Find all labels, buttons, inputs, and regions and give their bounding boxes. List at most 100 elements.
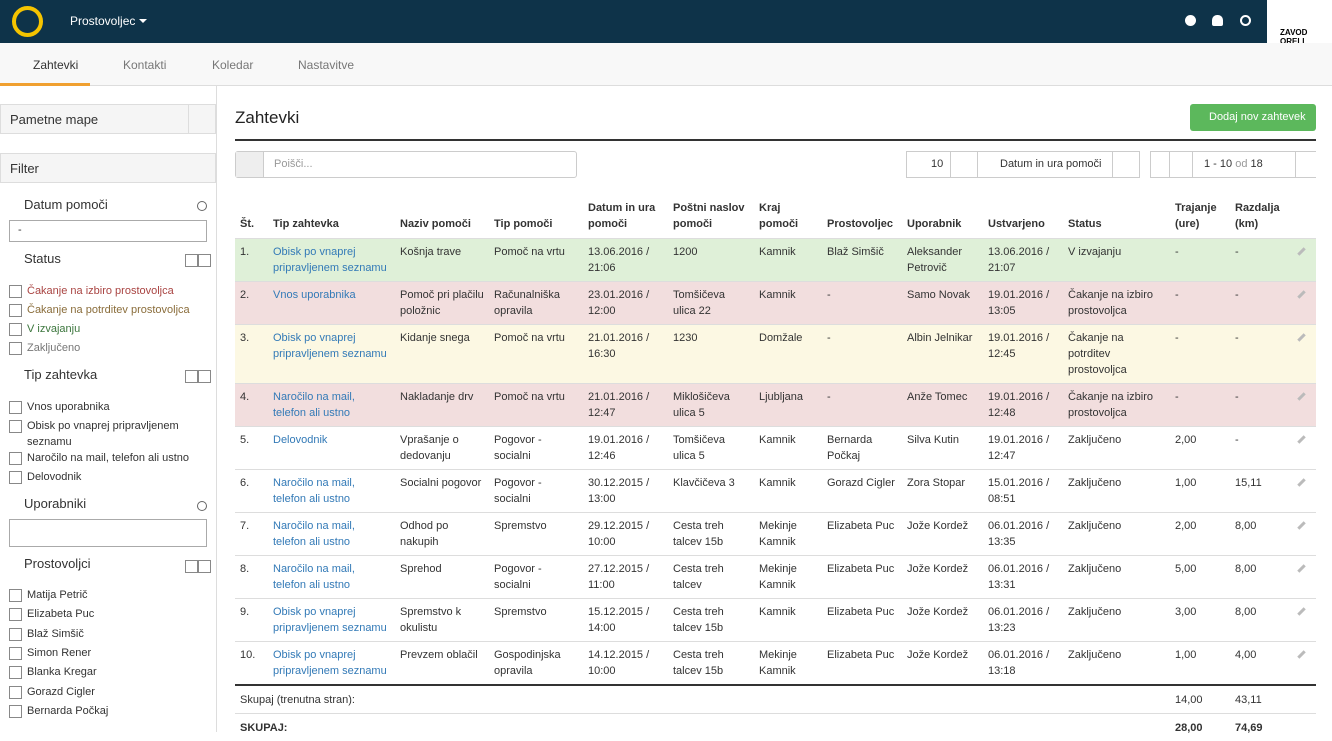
nav-tab[interactable]: Koledar — [212, 58, 253, 72]
column-header[interactable]: Datum in ura pomoči — [583, 200, 668, 239]
column-header[interactable]: Razdalja (km) — [1230, 200, 1288, 239]
clear-all[interactable] — [198, 252, 209, 263]
sort-button[interactable]: Datum in ura pomoči — [977, 151, 1113, 178]
volunteers-filter-title[interactable]: Prostovoljci — [24, 556, 90, 571]
settings-button[interactable] — [950, 151, 978, 178]
table-cell[interactable]: Naročilo na mail, telefon ali ustno — [268, 556, 395, 599]
table-cell[interactable]: Naročilo na mail, telefon ali ustno — [268, 513, 395, 556]
request-row[interactable]: 3.Obisk po vnaprej pripravljenem seznamu… — [235, 325, 1316, 384]
add-folder-button[interactable] — [188, 104, 216, 134]
column-header[interactable]: Tip pomoči — [489, 200, 583, 239]
clear-all[interactable] — [198, 368, 209, 379]
request-row[interactable]: 1.Obisk po vnaprej pripravljenem seznamu… — [235, 239, 1316, 282]
edit-cell — [1288, 427, 1316, 470]
volunteer-option[interactable]: Blaž Simšič — [9, 626, 209, 642]
request-row[interactable]: 9.Obisk po vnaprej pripravljenem seznamu… — [235, 599, 1316, 642]
logo[interactable] — [12, 6, 43, 37]
clear-all[interactable] — [198, 558, 209, 569]
table-cell[interactable]: Obisk po vnaprej pripravljenem seznamu — [268, 325, 395, 384]
column-header[interactable]: Status — [1063, 200, 1170, 239]
edit-icon[interactable] — [1297, 650, 1305, 658]
subtotal-distance: 43,11 — [1230, 685, 1288, 714]
volunteer-option[interactable]: Elizabeta Puc — [9, 606, 209, 622]
date-select[interactable]: - — [9, 220, 207, 242]
page-size-button[interactable]: 10 — [906, 151, 951, 178]
edit-icon[interactable] — [1297, 435, 1305, 443]
column-header[interactable]: Uporabnik — [902, 200, 983, 239]
table-cell[interactable]: Obisk po vnaprej pripravljenem seznamu — [268, 642, 395, 686]
circle-toggle[interactable] — [197, 501, 207, 511]
table-cell[interactable]: Vnos uporabnika — [268, 282, 395, 325]
select-all[interactable] — [185, 252, 196, 263]
notifications-icon[interactable] — [1212, 15, 1223, 26]
table-cell: Zaključeno — [1063, 556, 1170, 599]
table-cell[interactable]: Naročilo na mail, telefon ali ustno — [268, 470, 395, 513]
last-page-button[interactable] — [1295, 151, 1317, 178]
add-button[interactable]: Dodaj nov zahtevek — [1190, 104, 1316, 131]
status-option[interactable]: Zaključeno — [9, 340, 209, 356]
prev-button[interactable] — [1150, 151, 1170, 178]
request-row[interactable]: 10.Obisk po vnaprej pripravljenem seznam… — [235, 642, 1316, 686]
type-filter-title[interactable]: Tip zahtevka — [24, 367, 97, 382]
help-icon[interactable] — [1185, 15, 1196, 26]
status-filter-title[interactable]: Status — [24, 251, 61, 266]
table-cell[interactable]: Delovodnik — [268, 427, 395, 470]
column-header[interactable]: Poštni naslov pomoči — [668, 200, 754, 239]
edit-icon[interactable] — [1297, 564, 1305, 572]
volunteer-option[interactable]: Simon Rener — [9, 645, 209, 661]
edit-icon[interactable] — [1297, 247, 1305, 255]
edit-icon[interactable] — [1297, 392, 1305, 400]
user-menu[interactable]: Prostovoljec — [70, 14, 147, 28]
smart-folders[interactable]: Pametne mape — [0, 104, 189, 134]
type-option[interactable]: Delovodnik — [9, 469, 209, 485]
date-filter-title[interactable]: Datum pomoči — [24, 197, 108, 212]
type-option[interactable]: Naročilo na mail, telefon ali ustno — [9, 450, 209, 466]
next-button[interactable] — [1316, 151, 1332, 178]
column-header[interactable]: Prostovoljec — [822, 200, 902, 239]
volunteer-option[interactable]: Matija Petrič — [9, 587, 209, 603]
table-cell: Spremstvo — [489, 513, 583, 556]
column-header[interactable]: Tip zahtevka — [268, 200, 395, 239]
status-option[interactable]: Čakanje na potrditev prostovoljca — [9, 302, 209, 318]
column-header[interactable]: Naziv pomoči — [395, 200, 489, 239]
users-filter-title[interactable]: Uporabniki — [24, 496, 86, 511]
edit-icon[interactable] — [1297, 333, 1305, 341]
column-header[interactable]: Trajanje (ure) — [1170, 200, 1230, 239]
table-cell[interactable]: Obisk po vnaprej pripravljenem seznamu — [268, 599, 395, 642]
column-header[interactable]: Ustvarjeno — [983, 200, 1063, 239]
select-all[interactable] — [185, 368, 196, 379]
search-box[interactable]: Poišči... — [235, 151, 577, 178]
sort-direction-button[interactable] — [1112, 151, 1140, 178]
volunteer-option[interactable]: Bernarda Počkaj — [9, 703, 209, 719]
table-cell: 06.01.2016 / 13:18 — [983, 642, 1063, 686]
volunteer-option[interactable]: Blanka Kregar — [9, 664, 209, 680]
edit-icon[interactable] — [1297, 521, 1305, 529]
first-page-button[interactable] — [1169, 151, 1193, 178]
edit-icon[interactable] — [1297, 607, 1305, 615]
circle-toggle[interactable] — [197, 201, 207, 211]
logout-icon[interactable] — [1240, 15, 1251, 26]
table-cell: Jože Kordež — [902, 513, 983, 556]
table-cell[interactable]: Obisk po vnaprej pripravljenem seznamu — [268, 239, 395, 282]
status-option[interactable]: Čakanje na izbiro prostovoljca — [9, 283, 209, 299]
table-cell[interactable]: Naročilo na mail, telefon ali ustno — [268, 384, 395, 427]
nav-tab[interactable]: Nastavitve — [298, 58, 354, 72]
status-option[interactable]: V izvajanju — [9, 321, 209, 337]
edit-icon[interactable] — [1297, 290, 1305, 298]
column-header[interactable]: Kraj pomoči — [754, 200, 822, 239]
users-input[interactable] — [9, 519, 207, 547]
type-option[interactable]: Obisk po vnaprej pripravljenem seznamu — [9, 418, 209, 450]
nav-tab[interactable]: Kontakti — [123, 58, 166, 72]
type-option[interactable]: Vnos uporabnika — [9, 399, 209, 415]
volunteer-option[interactable]: Gorazd Cigler — [9, 684, 209, 700]
select-all[interactable] — [185, 558, 196, 569]
nav-tab[interactable]: Zahtevki — [33, 58, 78, 72]
column-header[interactable]: Št. — [235, 200, 268, 239]
edit-icon[interactable] — [1297, 478, 1305, 486]
